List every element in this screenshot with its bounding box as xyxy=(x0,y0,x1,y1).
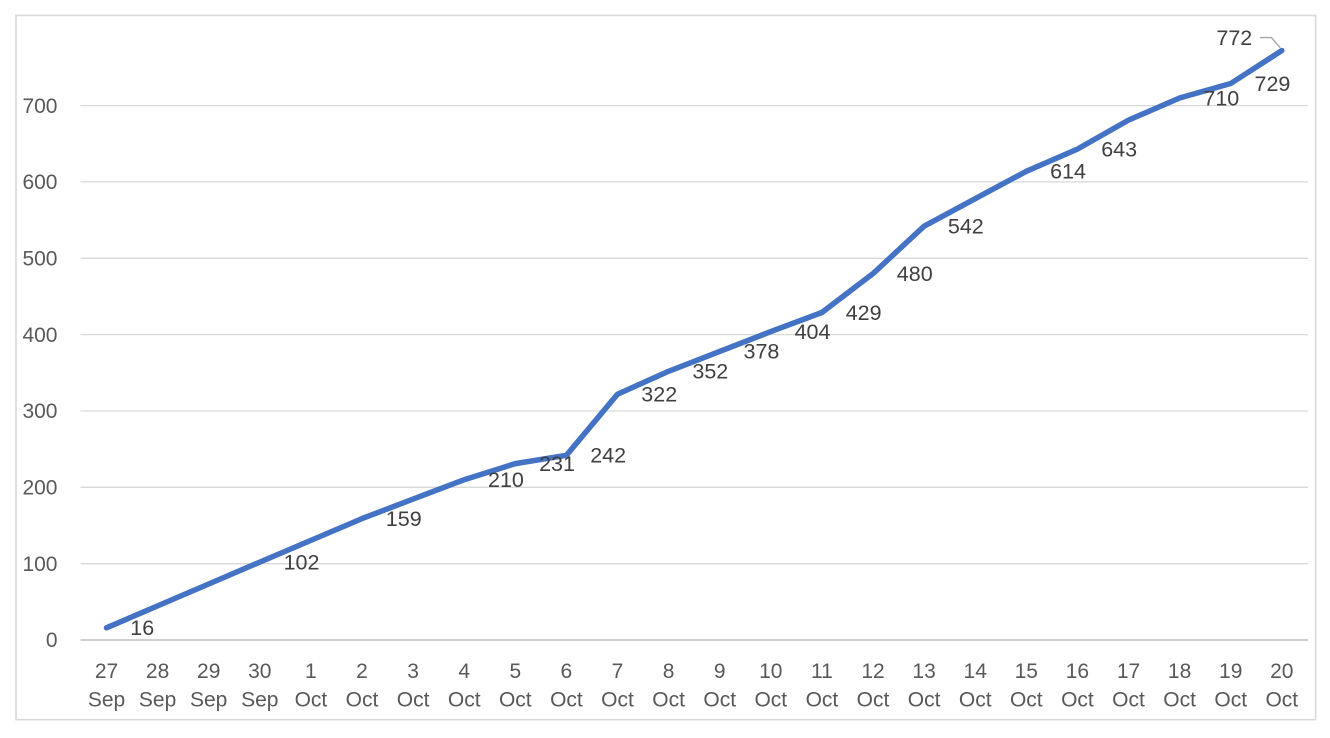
svg-text:14: 14 xyxy=(964,660,988,683)
svg-text:Oct: Oct xyxy=(703,688,736,711)
svg-text:10: 10 xyxy=(759,660,782,683)
svg-text:102: 102 xyxy=(284,550,320,574)
svg-text:400: 400 xyxy=(22,324,57,347)
svg-text:404: 404 xyxy=(795,320,831,344)
svg-text:710: 710 xyxy=(1203,86,1239,110)
svg-text:Oct: Oct xyxy=(754,688,787,711)
svg-text:210: 210 xyxy=(488,468,524,492)
svg-text:16: 16 xyxy=(1066,660,1089,683)
svg-text:Oct: Oct xyxy=(857,688,890,711)
svg-text:12: 12 xyxy=(861,660,884,683)
svg-text:Oct: Oct xyxy=(1061,688,1094,711)
svg-text:Oct: Oct xyxy=(806,688,839,711)
svg-text:Oct: Oct xyxy=(1214,688,1247,711)
svg-text:5: 5 xyxy=(509,660,521,683)
svg-text:300: 300 xyxy=(22,400,57,423)
svg-text:Oct: Oct xyxy=(1163,688,1196,711)
svg-text:19: 19 xyxy=(1219,660,1242,683)
svg-text:378: 378 xyxy=(744,340,780,364)
svg-text:6: 6 xyxy=(561,660,573,683)
svg-text:Oct: Oct xyxy=(959,688,992,711)
svg-text:0: 0 xyxy=(46,629,58,652)
svg-text:4: 4 xyxy=(458,660,470,683)
svg-text:500: 500 xyxy=(22,248,57,271)
svg-text:Oct: Oct xyxy=(1010,688,1043,711)
svg-text:100: 100 xyxy=(22,553,57,576)
svg-text:200: 200 xyxy=(22,477,57,500)
svg-text:Sep: Sep xyxy=(241,688,278,711)
svg-text:614: 614 xyxy=(1050,160,1086,184)
svg-text:Oct: Oct xyxy=(295,688,328,711)
svg-text:18: 18 xyxy=(1168,660,1191,683)
svg-text:700: 700 xyxy=(22,95,57,118)
svg-text:17: 17 xyxy=(1117,660,1140,683)
svg-text:29: 29 xyxy=(197,660,220,683)
svg-text:643: 643 xyxy=(1101,137,1137,161)
svg-text:Oct: Oct xyxy=(499,688,532,711)
svg-text:159: 159 xyxy=(386,507,422,531)
svg-text:600: 600 xyxy=(22,171,57,194)
svg-text:Oct: Oct xyxy=(448,688,481,711)
svg-text:16: 16 xyxy=(130,616,154,640)
svg-text:429: 429 xyxy=(846,301,882,325)
svg-text:7: 7 xyxy=(612,660,624,683)
svg-text:352: 352 xyxy=(692,360,728,384)
svg-text:2: 2 xyxy=(356,660,368,683)
svg-text:231: 231 xyxy=(539,452,575,476)
svg-text:480: 480 xyxy=(897,262,933,286)
svg-text:Oct: Oct xyxy=(1265,688,1298,711)
svg-text:28: 28 xyxy=(146,660,169,683)
svg-text:1: 1 xyxy=(305,660,317,683)
svg-text:242: 242 xyxy=(590,444,626,468)
svg-text:Sep: Sep xyxy=(139,688,176,711)
svg-text:Oct: Oct xyxy=(908,688,941,711)
svg-text:3: 3 xyxy=(407,660,419,683)
svg-text:Sep: Sep xyxy=(190,688,227,711)
svg-text:542: 542 xyxy=(948,215,984,239)
svg-text:729: 729 xyxy=(1255,72,1291,96)
svg-text:13: 13 xyxy=(912,660,935,683)
svg-text:15: 15 xyxy=(1015,660,1038,683)
svg-text:Oct: Oct xyxy=(346,688,379,711)
svg-text:Oct: Oct xyxy=(652,688,685,711)
svg-text:772: 772 xyxy=(1216,26,1252,50)
svg-text:9: 9 xyxy=(714,660,726,683)
svg-text:30: 30 xyxy=(248,660,271,683)
svg-text:Oct: Oct xyxy=(397,688,430,711)
svg-text:Sep: Sep xyxy=(88,688,125,711)
svg-text:27: 27 xyxy=(95,660,118,683)
svg-text:322: 322 xyxy=(641,383,677,407)
svg-text:11: 11 xyxy=(811,660,833,683)
svg-text:8: 8 xyxy=(663,660,675,683)
svg-text:Oct: Oct xyxy=(550,688,583,711)
svg-text:20: 20 xyxy=(1270,660,1293,683)
svg-text:Oct: Oct xyxy=(601,688,634,711)
svg-text:Oct: Oct xyxy=(1112,688,1145,711)
